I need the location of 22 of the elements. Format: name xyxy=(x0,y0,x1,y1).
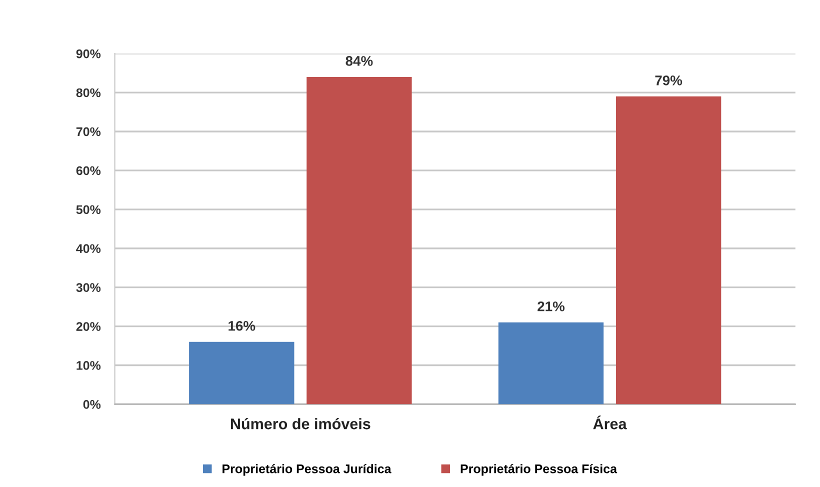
data-label: 16% xyxy=(228,320,256,331)
data-label: 79% xyxy=(655,76,682,86)
data-label: 84% xyxy=(346,56,373,66)
y-tick-label: 40% xyxy=(76,244,101,254)
data-label: 21% xyxy=(538,301,565,312)
y-tick-label: 50% xyxy=(76,205,101,214)
y-tick-label: 0% xyxy=(83,400,101,409)
x-tick-label: Área xyxy=(593,416,627,430)
y-tick-label: 60% xyxy=(76,166,101,176)
bar xyxy=(498,322,604,404)
y-tick-label: 90% xyxy=(76,49,101,58)
y-tick-label: 30% xyxy=(76,283,101,292)
bar xyxy=(616,96,722,404)
y-tick-label: 70% xyxy=(76,127,101,136)
bar xyxy=(306,76,412,404)
y-tick-label: 20% xyxy=(76,322,101,331)
x-tick-label: Número de imóveis xyxy=(230,418,370,430)
legend-label: Proprietário Pessoa Jurídica xyxy=(222,464,392,476)
bar xyxy=(189,342,294,404)
y-tick-label: 10% xyxy=(76,361,101,370)
legend-label: Proprietário Pessoa Física xyxy=(460,464,618,476)
y-tick-label: 80% xyxy=(76,88,101,98)
